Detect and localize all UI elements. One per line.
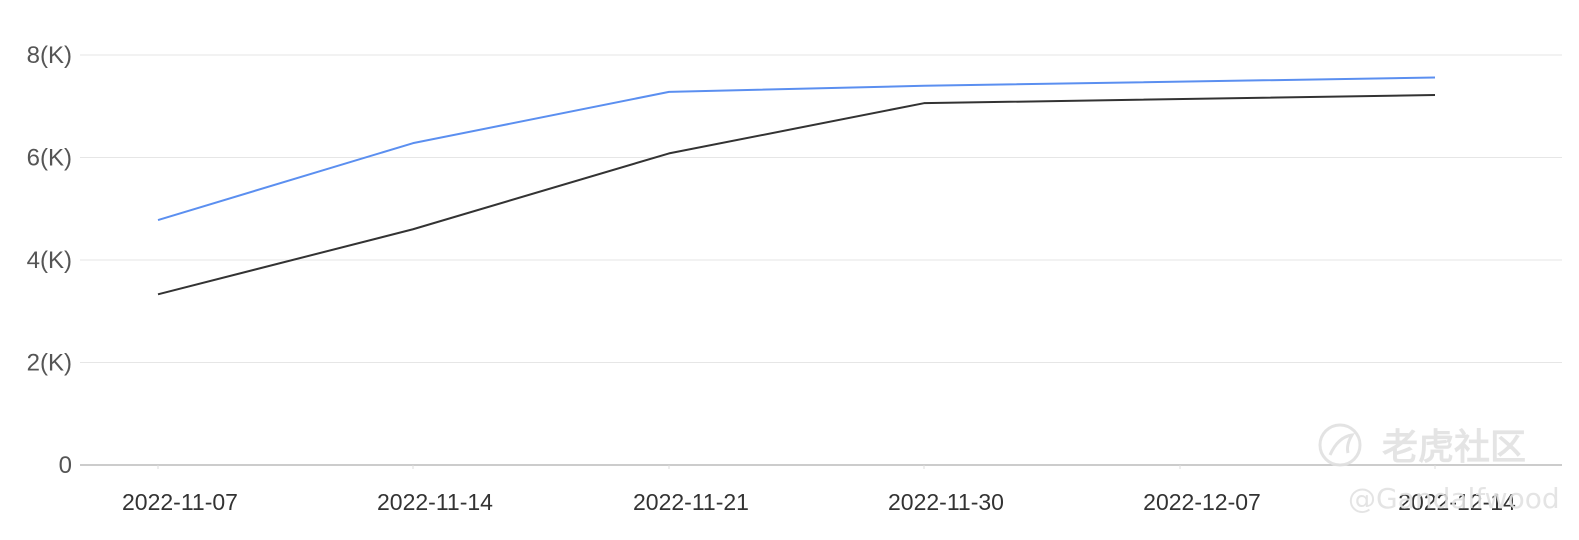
x-tick-label: 2022-11-07 [122, 489, 238, 515]
y-tick-label: 8(K) [27, 42, 72, 69]
x-tick-label: 2022-11-30 [888, 489, 1004, 515]
watermark-handle: @Gandalfwood [1348, 482, 1560, 515]
series-line-1 [157, 76, 1436, 221]
x-tick-label: 2022-12-14 [1398, 489, 1516, 515]
x-tick-label: 2022-11-14 [377, 489, 493, 515]
x-axis-ticks: 2022-11-07 2022-11-14 2022-11-21 2022-11-30… [122, 465, 1516, 515]
x-tick-label: 2022-12-07 [1143, 489, 1261, 515]
y-tick-label: 2(K) [27, 350, 72, 377]
series-line-2 [157, 93, 1436, 296]
tiger-logo-icon [1318, 423, 1362, 467]
watermark-brand: 老虎社区 [1382, 427, 1526, 468]
y-tick-label: 4(K) [27, 247, 72, 274]
grid-lines [80, 54, 1562, 466]
y-tick-label: 6(K) [27, 145, 72, 172]
series-lines [157, 76, 1436, 296]
y-axis-ticks: 0 2(K) 4(K) 6(K) 8(K) [27, 42, 72, 479]
y-tick-label: 0 [59, 452, 72, 479]
x-tick-label: 2022-11-21 [633, 489, 749, 515]
watermark: 老虎社区 @Gandalfwood [1318, 423, 1560, 515]
